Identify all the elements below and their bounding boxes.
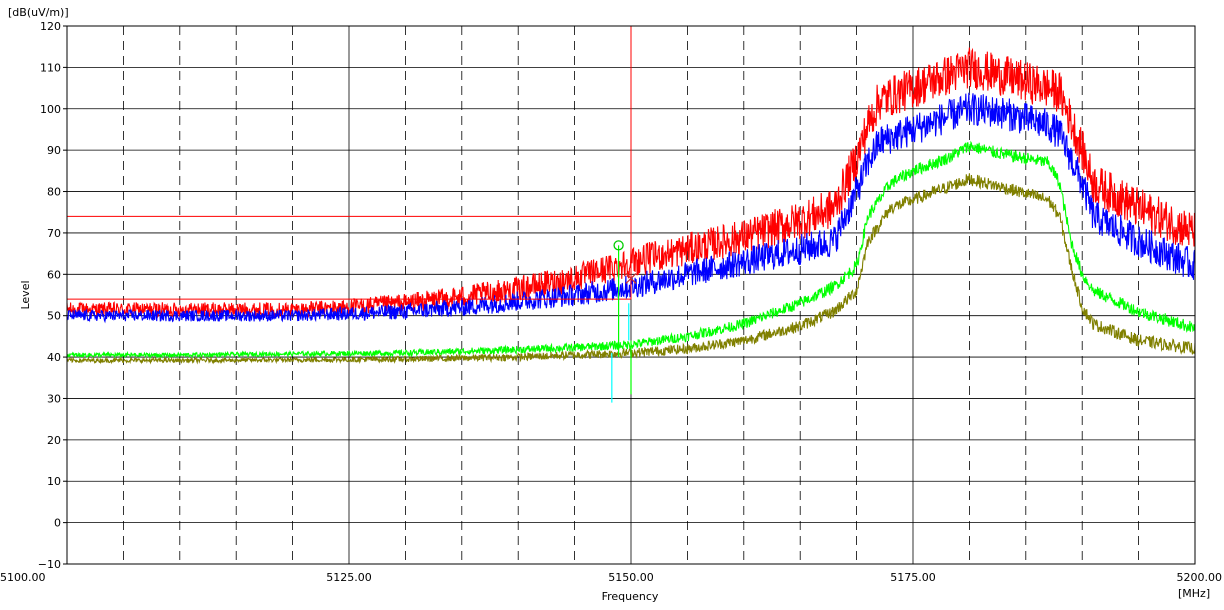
y-tick-label: 20 (47, 434, 61, 447)
y-tick-labels: −10 0 10 20 30 40 50 60 70 80 90 100 110 120 (38, 20, 61, 571)
y-axis-title: Level (19, 280, 32, 309)
y-tick-label: −10 (38, 558, 61, 571)
x-tick-label: 5200.00 (1177, 571, 1223, 584)
y-tick-label: 100 (40, 103, 61, 116)
x-tick-label: 5175.00 (890, 571, 936, 584)
x-unit-label: [MHz] (1178, 587, 1210, 600)
y-tick-label: 60 (47, 268, 61, 281)
y-tick-label: 80 (47, 186, 61, 199)
y-tick-label: 110 (40, 61, 61, 74)
y-tick-label: 0 (54, 517, 61, 530)
limit-and-marker-layer (67, 26, 637, 403)
y-unit-label: [dB(uV/m)] (8, 6, 69, 19)
y-tick-label: 30 (47, 392, 61, 405)
y-tick-label: 10 (47, 475, 61, 488)
y-tick-label: 40 (47, 351, 61, 364)
marker-circle (613, 240, 624, 251)
x-axis-title: Frequency (602, 590, 659, 603)
plot-border (66, 25, 1196, 565)
y-tick-label: 120 (40, 20, 61, 33)
x-tick-labels: 5100.00 5125.00 5150.00 5175.00 5200.00 (0, 571, 1222, 584)
x-tick-label: 5100.00 (0, 571, 46, 584)
y-tick-label: 90 (47, 144, 61, 157)
y-tick-label: 50 (47, 310, 61, 323)
y-tick-label: 70 (47, 227, 61, 240)
x-tick-label: 5150.00 (608, 571, 654, 584)
x-tick-label: 5125.00 (326, 571, 372, 584)
marker-x (625, 272, 637, 284)
